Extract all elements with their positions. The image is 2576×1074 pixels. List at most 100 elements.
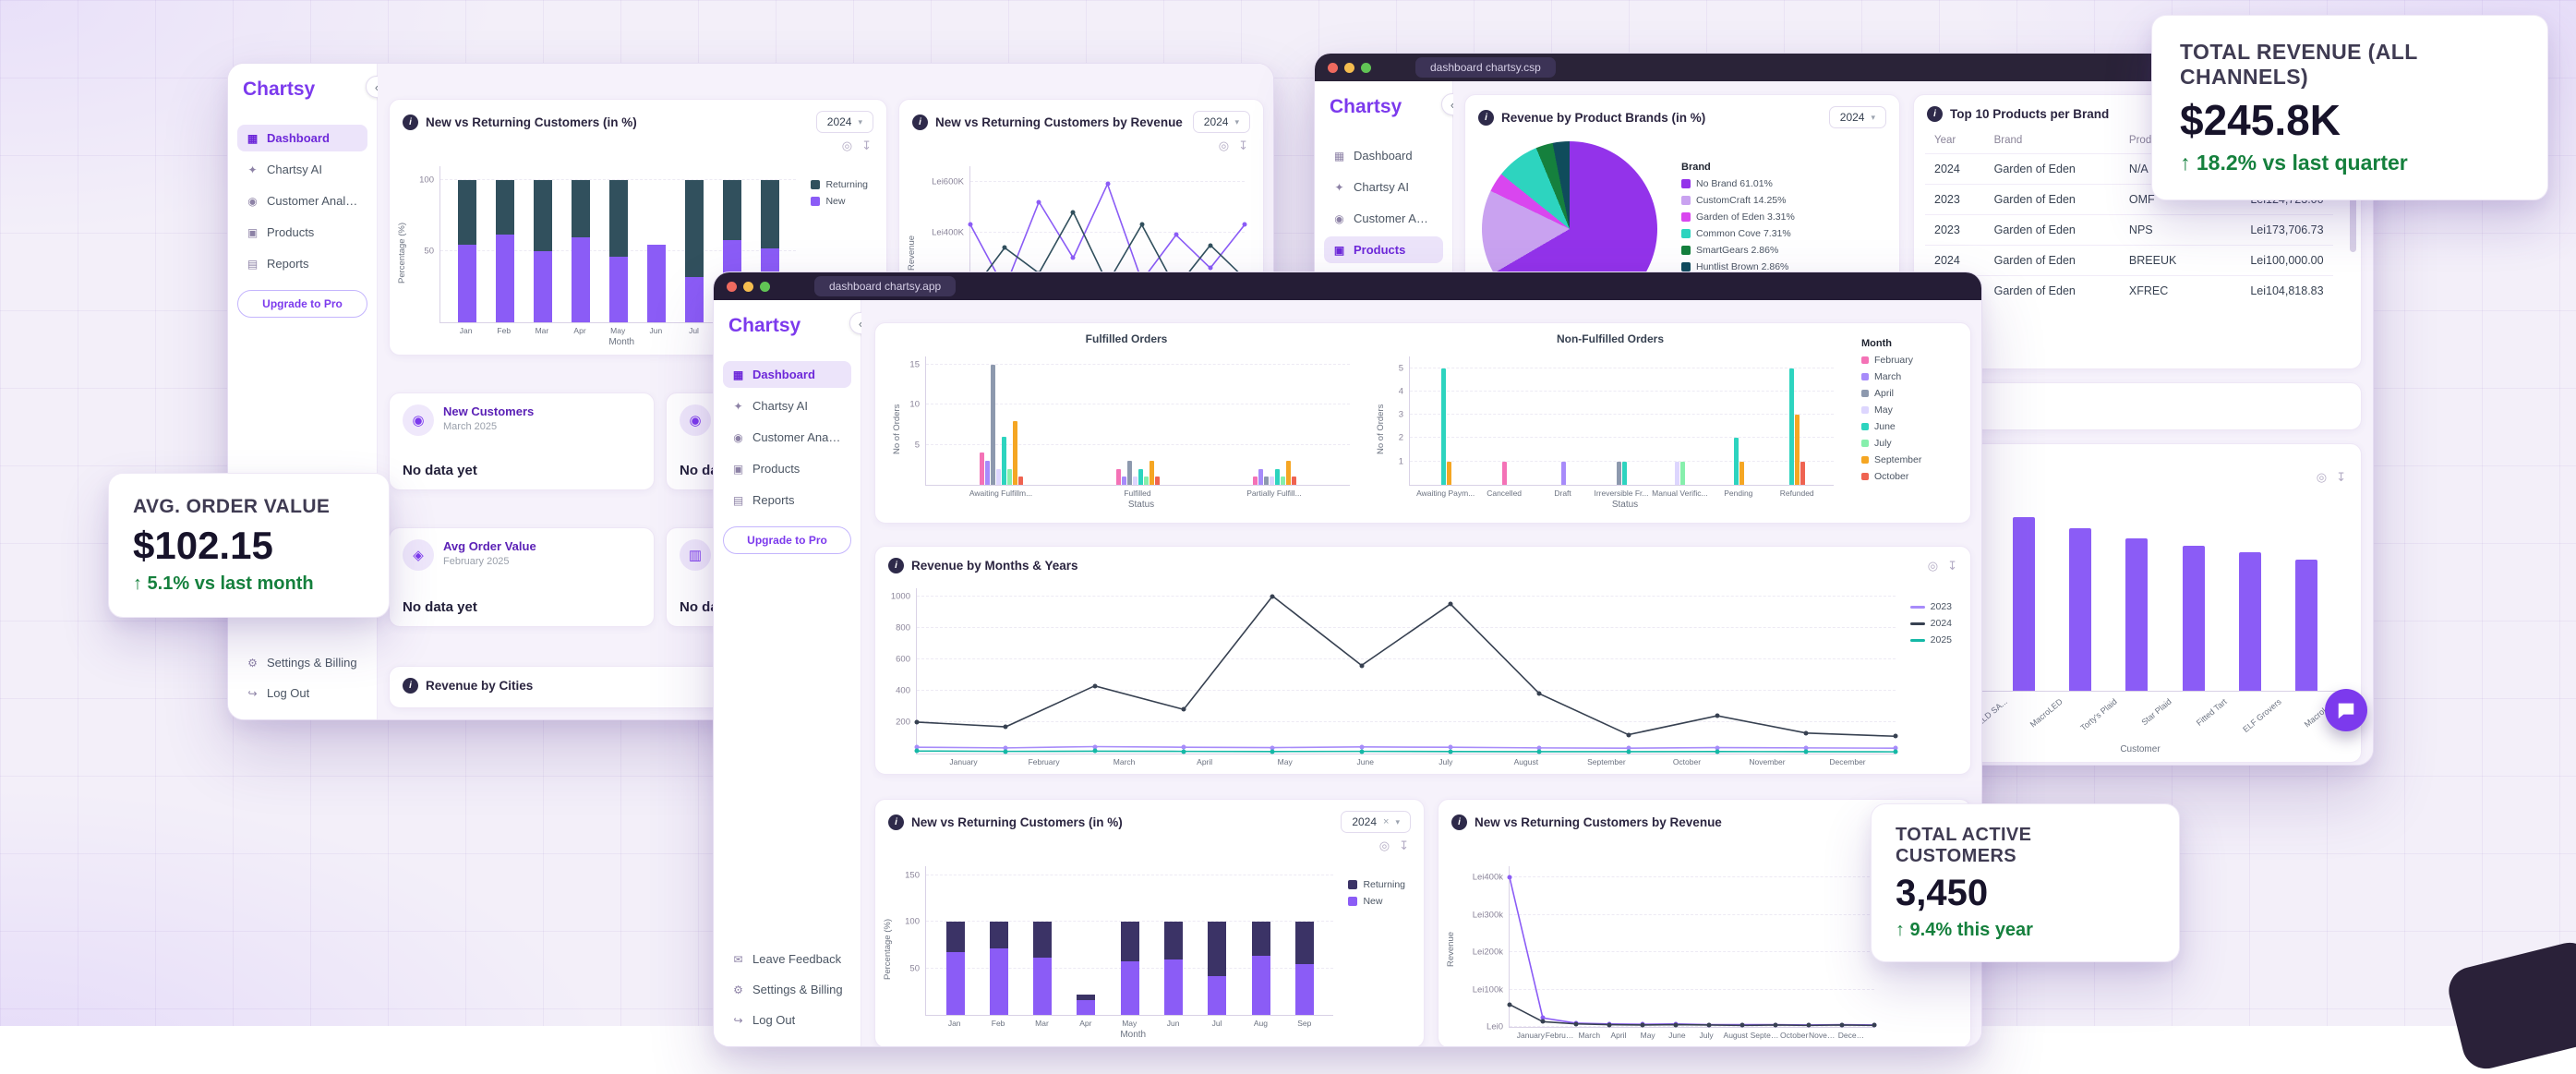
sidebar-item-reports[interactable]: ▤Reports — [723, 487, 851, 513]
sidebar-item-products[interactable]: ▣Products — [237, 219, 367, 246]
window-titlebar[interactable]: dashboard chartsy.app — [714, 272, 1981, 300]
bar-october — [1292, 477, 1296, 485]
x-tick-label: Jul — [1195, 1019, 1238, 1028]
legend-swatch — [1681, 179, 1691, 188]
stat-value: $245.8K — [2180, 95, 2520, 145]
minimize-button[interactable] — [1344, 63, 1354, 73]
x-tick-label: October — [1779, 1031, 1809, 1040]
sidebar-item-reports[interactable]: ▤Reports — [237, 250, 367, 277]
bar-segment-new — [647, 245, 666, 323]
legend-item: 2023 — [1910, 601, 1952, 612]
maximize-button[interactable] — [760, 282, 770, 292]
sidebar-item-dashboard[interactable]: ▦Dashboard — [1324, 142, 1443, 169]
bar-group — [1617, 356, 1627, 485]
app-logo: Chartsy — [1324, 96, 1443, 118]
bar-cell — [448, 166, 486, 322]
data-point — [1739, 1023, 1744, 1028]
data-point — [1673, 1022, 1678, 1027]
legend-swatch — [1681, 212, 1691, 222]
x-tick-label: Sep — [1282, 1019, 1326, 1028]
download-icon[interactable]: ↧ — [2336, 470, 2346, 485]
sidebar-item-products[interactable]: ▣Products — [723, 455, 851, 482]
legend-swatch — [1861, 423, 1869, 430]
sidebar-item-leave-feedback[interactable]: ✉Leave Feedback — [723, 946, 851, 972]
screenshot-icon[interactable]: ◎ — [1379, 839, 1390, 853]
window-chartsy-3: dashboard chartsy.app Chartsy‹▦Dashboard… — [713, 272, 1982, 1047]
bar-april — [1617, 462, 1621, 485]
upgrade-to-pro-button[interactable]: Upgrade to Pro — [723, 526, 851, 554]
sidebar-item-chartsy-ai[interactable]: ✦Chartsy AI — [237, 156, 367, 183]
feedback-icon: ✉ — [731, 953, 745, 966]
bar-jul — [685, 166, 704, 322]
minimize-button[interactable] — [743, 282, 753, 292]
bar-cell — [1535, 356, 1593, 485]
bar-september — [1013, 421, 1017, 486]
x-tick-label: June — [1325, 757, 1405, 766]
sidebar-item-customer-analytics[interactable]: ◉Customer Analytics — [237, 187, 367, 214]
x-tick-label: Manual Verific... — [1651, 489, 1709, 498]
sidebar-item-log-out[interactable]: ↪Log Out — [723, 1007, 851, 1033]
year-select[interactable]: 2024▾ — [1193, 111, 1250, 133]
mini-card-body: No data yet — [403, 453, 641, 478]
sidebar-nav: ▦Dashboard ✦Chartsy AI ◉Customer Analytics… — [723, 361, 851, 513]
year-select[interactable]: 2024▾ — [816, 111, 873, 133]
bar-segment-returning — [496, 180, 514, 234]
data-point — [1872, 1023, 1877, 1028]
chat-bubble-button[interactable] — [2325, 689, 2367, 731]
download-icon[interactable]: ↧ — [1238, 139, 1248, 153]
bar-macroled — [2295, 560, 2317, 691]
x-tick-label: April — [1164, 757, 1245, 766]
year-select[interactable]: 2024▾ — [1829, 106, 1886, 128]
year-select[interactable]: 2024×▾ — [1341, 811, 1411, 833]
table-cell: Garden of Eden — [1985, 215, 2120, 246]
sidebar-item-chartsy-ai[interactable]: ✦Chartsy AI — [1324, 174, 1443, 200]
bar-july — [1281, 477, 1285, 485]
info-icon: i — [1478, 110, 1494, 126]
sidebar-item-customer-analytics[interactable]: ◉Customer Analytics — [723, 424, 851, 451]
legend-item: New — [811, 196, 868, 207]
bar-group — [1253, 356, 1296, 485]
sidebar-item-settings-billing[interactable]: ⚙Settings & Billing — [237, 649, 367, 676]
maximize-button[interactable] — [1361, 63, 1371, 73]
legend-item: Garden of Eden 3.31% — [1681, 211, 1795, 223]
screenshot-icon[interactable]: ◎ — [1928, 559, 1938, 573]
sidebar-item-log-out[interactable]: ↪Log Out — [237, 680, 367, 706]
screenshot-icon[interactable]: ◎ — [1219, 139, 1229, 153]
sidebar-item-dashboard[interactable]: ▦Dashboard — [723, 361, 851, 388]
sidebar-item-settings-billing[interactable]: ⚙Settings & Billing — [723, 976, 851, 1003]
card-header: i Revenue by Product Brands (in %) 2024▾ — [1465, 95, 1899, 132]
table-cell: Garden of Eden — [1985, 276, 2120, 307]
info-icon: i — [403, 678, 418, 694]
close-button[interactable] — [1328, 63, 1338, 73]
upgrade-to-pro-button[interactable]: Upgrade to Pro — [237, 290, 367, 318]
download-icon[interactable]: ↧ — [1399, 839, 1409, 853]
download-icon[interactable]: ↧ — [861, 139, 872, 153]
bars — [926, 356, 1350, 485]
download-icon[interactable]: ↧ — [1947, 559, 1957, 573]
sidebar-item-chartsy-ai[interactable]: ✦Chartsy AI — [723, 392, 851, 419]
sidebar-item-dashboard[interactable]: ▦Dashboard — [237, 125, 367, 151]
sidebar-item-label: Products — [267, 225, 314, 239]
close-button[interactable] — [727, 282, 737, 292]
sidebar-item-products[interactable]: ▣Products — [1324, 236, 1443, 263]
bar-segment-returning — [534, 180, 552, 251]
bar-segment-returning — [761, 180, 779, 248]
screenshot-icon[interactable]: ◎ — [842, 139, 852, 153]
sidebar-item-label: Dashboard — [267, 131, 330, 145]
logout-icon: ↪ — [246, 687, 259, 700]
sidebar-item-customer-analytics[interactable]: ◉Customer Analytics — [1324, 205, 1443, 232]
data-point — [1270, 594, 1275, 598]
bar-cell — [675, 166, 713, 322]
clear-icon[interactable]: × — [1383, 816, 1389, 827]
screenshot-icon[interactable]: ◎ — [2317, 470, 2327, 485]
